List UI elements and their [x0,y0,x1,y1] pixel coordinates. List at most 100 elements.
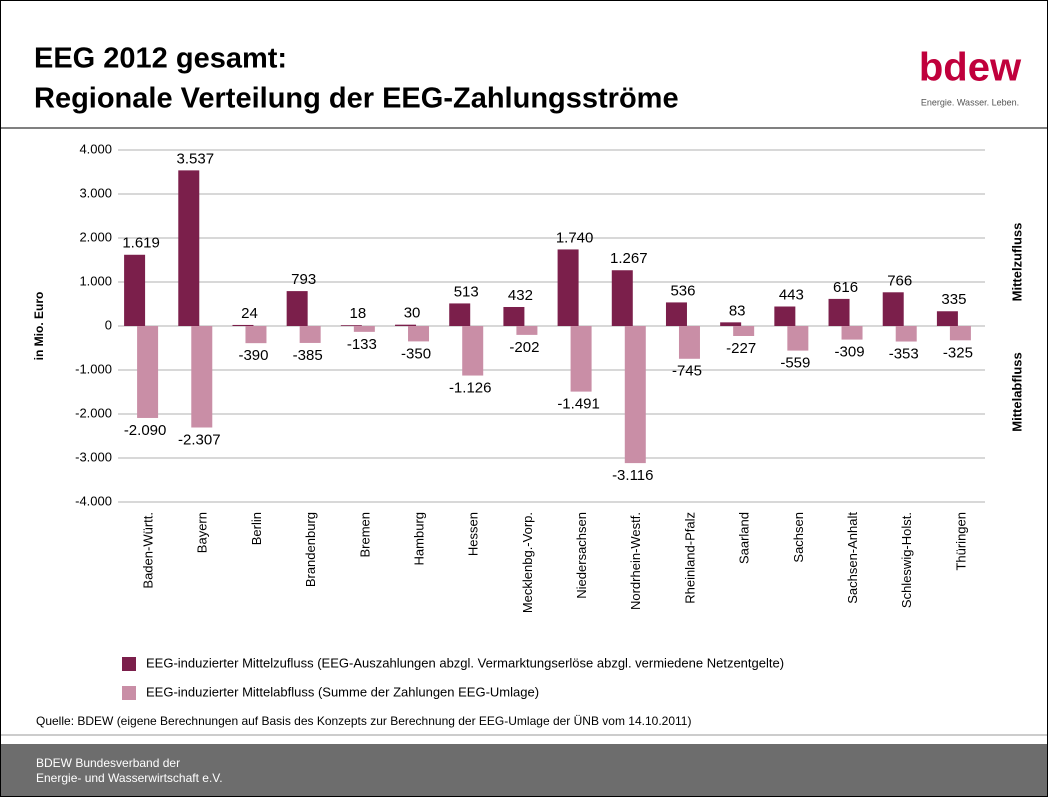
bar [720,322,742,326]
value-label: 3.537 [177,150,215,167]
bar [841,326,863,340]
value-label: -353 [889,346,919,363]
bar [245,326,267,344]
y-tick-label: 3.000 [79,185,112,200]
value-label: -227 [726,340,756,357]
x-tick-label: Rheinland-Pfalz [682,512,697,604]
value-label: -390 [238,347,268,364]
value-label: 335 [941,291,966,308]
value-label: 536 [670,282,695,299]
value-label: 1.267 [610,250,648,267]
bar [462,326,484,376]
value-label: 1.619 [122,235,160,252]
bar [895,326,917,342]
y-tick-label: 2.000 [79,229,112,244]
x-tick-label: Hamburg [411,512,426,565]
bar [570,326,592,392]
legend-label: EEG-induzierter Mittelabfluss (Summe der… [146,684,539,699]
value-label: 766 [887,272,912,289]
value-label: -133 [347,336,377,353]
footer-text: Energie- und Wasserwirtschaft e.V. [36,771,223,785]
bar [678,326,700,359]
x-tick-label: Bremen [357,512,372,558]
source: Quelle: BDEW (eigene Berechnungen auf Ba… [36,714,691,728]
x-tick-label: Niedersachsen [574,512,589,599]
title-line: EEG 2012 gesamt: [34,43,287,75]
bar [340,325,362,326]
y-axis-label: in Mio. Euro [32,292,46,361]
value-label: -559 [780,355,810,372]
bar [611,270,633,326]
x-tick-label: Berlin [249,512,264,545]
footer-text: BDEW Bundesverband der [36,756,180,770]
value-label: -745 [672,363,702,380]
annotation: Mittelabfluss [1009,352,1024,431]
value-label: -2.307 [178,431,221,448]
x-tick-label: Nordrhein-Westf. [628,512,643,610]
bar [557,249,579,326]
logo-tagline: Energie. Wasser. Leben. [921,97,1019,107]
bar [408,326,430,342]
bar [733,326,755,336]
x-tick-label: Thüringen [953,512,968,571]
x-tick-label: Bayern [195,512,210,553]
x-tick-label: Baden-Württ. [141,512,156,589]
value-label: 513 [454,283,479,300]
y-tick-label: 4.000 [79,141,112,156]
value-label: 793 [291,271,316,288]
value-label: -1.491 [557,396,600,413]
x-tick-label: Sachsen-Anhalt [845,512,860,604]
value-label: 616 [833,279,858,296]
y-tick-label: 1.000 [79,273,112,288]
bar [286,291,308,326]
y-tick-label: -3.000 [75,449,112,464]
y-tick-label: -4.000 [75,493,112,508]
bar [882,292,904,326]
value-label: -3.116 [612,467,653,484]
value-label: -1.126 [449,380,492,397]
value-label: -202 [509,339,539,356]
bar [232,324,254,326]
x-tick-label: Sachsen [791,512,806,563]
legend-label: EEG-induzierter Mittelzufluss (EEG-Ausza… [146,655,784,670]
bar [828,298,850,326]
logo: bdew [919,46,1022,90]
value-label: -309 [835,344,865,361]
y-tick-label: -1.000 [75,361,112,376]
legend-swatch [122,686,136,700]
value-label: 443 [779,286,804,303]
bar [516,326,538,335]
value-label: 18 [350,305,367,322]
bar [395,324,417,326]
value-label: -325 [943,344,973,361]
value-label: 1.740 [556,229,594,246]
bar [624,326,646,464]
bar [353,326,375,332]
value-label: 432 [508,287,533,304]
bar [299,326,321,343]
bar [449,303,471,326]
bar [774,306,796,326]
bar [936,311,958,326]
bar [124,254,146,326]
bar [949,326,971,341]
x-tick-label: Hessen [466,512,481,556]
y-tick-label: -2.000 [75,405,112,420]
x-tick-label: Saarland [737,512,752,564]
value-label: -350 [401,345,431,362]
value-label: -2.090 [124,422,167,439]
bar [503,306,525,326]
footer-bar [1,744,1047,796]
bar [787,326,809,351]
bar [191,326,213,428]
value-label: 83 [729,302,746,319]
value-label: -385 [293,347,323,364]
bar [178,170,200,326]
value-label: 24 [241,305,258,322]
value-label: 30 [404,305,421,322]
x-tick-label: Schleswig-Holst. [899,512,914,608]
x-tick-label: Mecklenbg.-Vorp. [520,512,535,613]
x-tick-label: Brandenburg [303,512,318,587]
